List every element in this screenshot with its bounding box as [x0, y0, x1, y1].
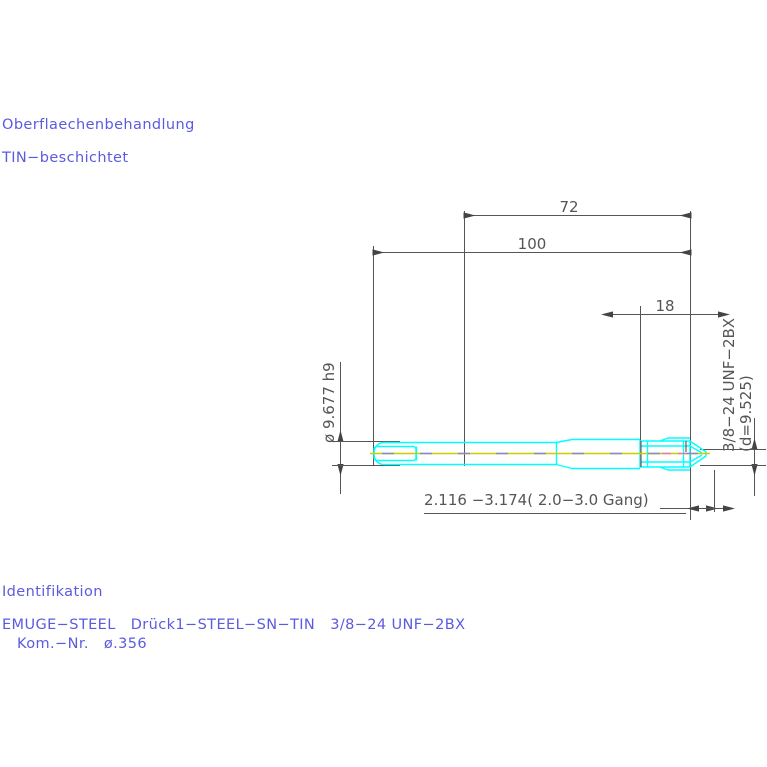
- dimension-extension-lines: [332, 211, 766, 520]
- dim-text-72: 72: [559, 198, 578, 216]
- identification-line-2: Kom.−Nr. ø.356: [2, 636, 148, 652]
- dim-text-100: 100: [518, 235, 547, 253]
- surface-treatment-value: TIN−beschichtet: [2, 150, 129, 166]
- thread-relief-bottom: [659, 466, 690, 471]
- identification-heading: Identifikation: [2, 584, 103, 600]
- dim-text-lead-note: 2.116 −3.174( 2.0−3.0 Gang): [424, 491, 649, 509]
- dim-text-thread-spec-2: (d=9.525): [737, 375, 755, 452]
- dim-text-thread-spec-1: 3/8−24 UNF−2BX: [720, 318, 738, 452]
- identification-line-1: EMUGE−STEEL Drück1−STEEL−SN−TIN 3/8−24 U…: [2, 617, 466, 633]
- dim-text-shank-diameter: ø 9.677 h9: [320, 362, 338, 443]
- dim-text-18: 18: [655, 297, 674, 315]
- thread-relief-top: [659, 437, 690, 442]
- taper-top: [555, 438, 640, 444]
- dimension-text-group: 72 100 18 2.116 −3.174( 2.0−3.0 Gang) ø …: [320, 198, 755, 509]
- surface-treatment-heading: Oberflaechenbehandlung: [2, 117, 195, 133]
- chamfer-taper-lines: [689, 445, 703, 463]
- taper-bottom: [555, 463, 640, 470]
